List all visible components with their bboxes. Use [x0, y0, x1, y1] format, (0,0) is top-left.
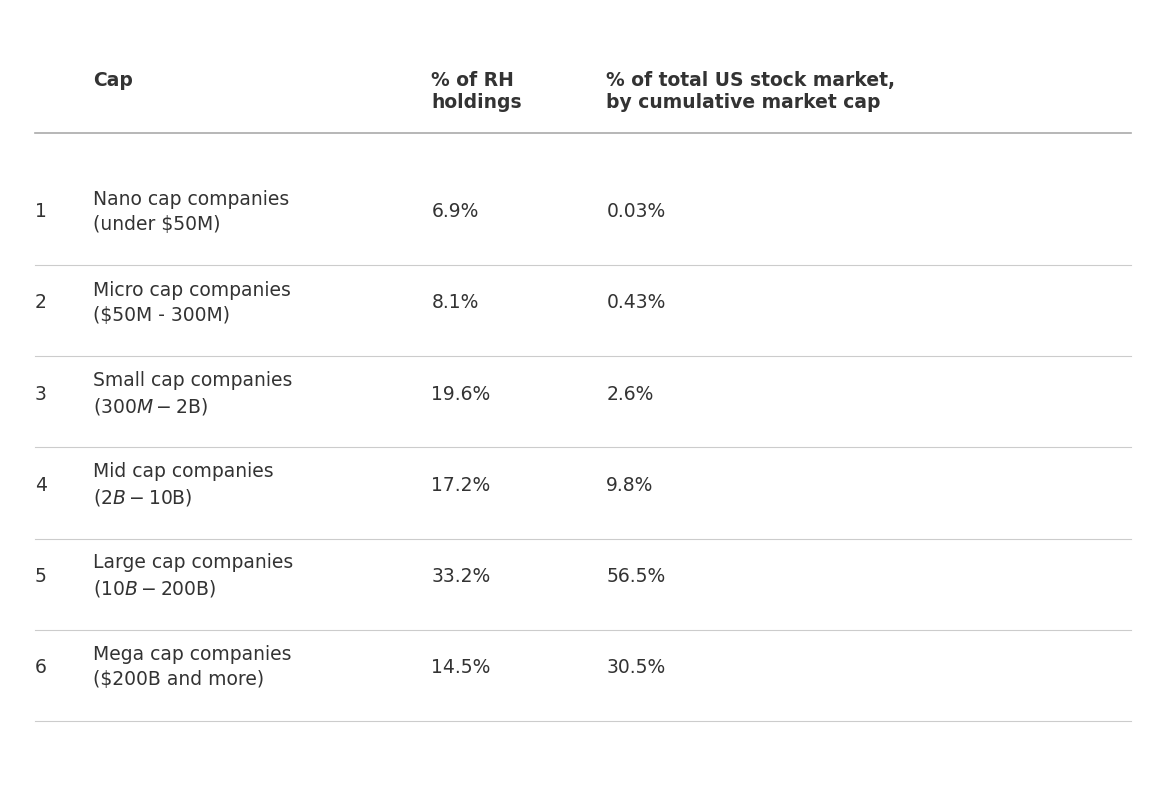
Text: 19.6%: 19.6%	[431, 385, 491, 403]
Text: % of RH
holdings: % of RH holdings	[431, 71, 522, 112]
Text: 3: 3	[35, 385, 47, 403]
Text: Cap: Cap	[93, 71, 133, 90]
Text: 56.5%: 56.5%	[606, 567, 666, 585]
Text: Mid cap companies
($2B - $10B): Mid cap companies ($2B - $10B)	[93, 462, 274, 508]
Text: Micro cap companies
($50M - 300M): Micro cap companies ($50M - 300M)	[93, 281, 292, 325]
Text: 14.5%: 14.5%	[431, 658, 491, 676]
Text: 30.5%: 30.5%	[606, 658, 666, 676]
Text: 6.9%: 6.9%	[431, 203, 479, 221]
Text: 0.43%: 0.43%	[606, 294, 666, 312]
Text: 4: 4	[35, 476, 47, 494]
Text: 33.2%: 33.2%	[431, 567, 491, 585]
Text: 9.8%: 9.8%	[606, 476, 654, 494]
Text: Small cap companies
($300M - $2B): Small cap companies ($300M - $2B)	[93, 371, 293, 417]
Text: % of total US stock market,
by cumulative market cap: % of total US stock market, by cumulativ…	[606, 71, 895, 112]
Text: 17.2%: 17.2%	[431, 476, 491, 494]
Text: Mega cap companies
($200B and more): Mega cap companies ($200B and more)	[93, 645, 292, 689]
Text: 2: 2	[35, 294, 47, 312]
Text: 0.03%: 0.03%	[606, 203, 666, 221]
Text: 5: 5	[35, 567, 47, 585]
Text: Large cap companies
($10B - $200B): Large cap companies ($10B - $200B)	[93, 553, 294, 600]
Text: 1: 1	[35, 203, 47, 221]
Text: 6: 6	[35, 658, 47, 676]
Text: Nano cap companies
(under $50M): Nano cap companies (under $50M)	[93, 190, 289, 234]
Text: 8.1%: 8.1%	[431, 294, 479, 312]
Text: 2.6%: 2.6%	[606, 385, 654, 403]
